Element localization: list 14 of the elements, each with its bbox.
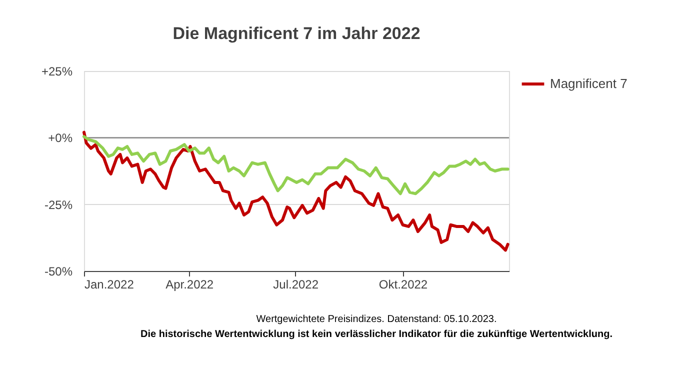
x-tick-label: Okt.2022	[378, 278, 428, 292]
x-tick-label: Jan.2022	[84, 278, 134, 292]
x-tick-label: Apr.2022	[166, 278, 214, 292]
text: Die historische Wertentwicklung ist kein verlässlicher Indikator für die zukünftige Wertentwicklung.	[140, 329, 613, 340]
text: Wertgewichtete Preisindizes. Datenstand: 05.10.2023.	[256, 314, 497, 325]
line-series	[82, 130, 510, 252]
y-tick-label: +0%	[48, 131, 73, 146]
legend-label: Magnificent 7	[550, 76, 628, 91]
y-tick-label: -25%	[44, 198, 73, 212]
x-tick-label: Jul.2022	[273, 278, 319, 292]
chart-title: Die Magnificent 7 im Jahr 2022	[172, 24, 420, 43]
y-tick-label: -50%	[44, 264, 73, 278]
y-tick-label: +25%	[41, 64, 73, 78]
line-series	[82, 135, 510, 196]
